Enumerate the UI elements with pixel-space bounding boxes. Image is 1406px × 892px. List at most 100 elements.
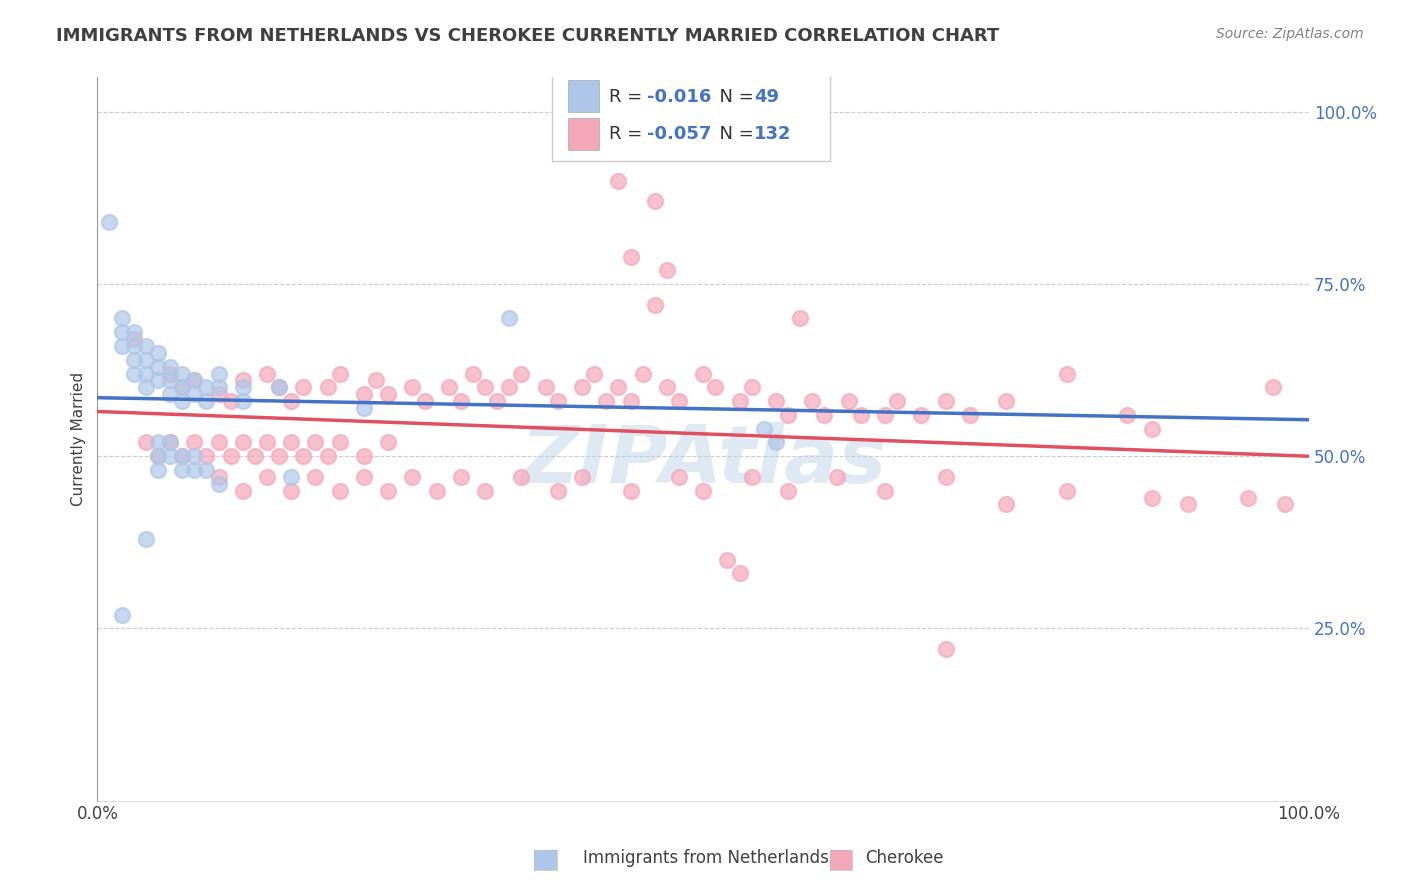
Point [110,339,132,353]
Point [995,394,1018,409]
Text: Source: ZipAtlas.com: Source: ZipAtlas.com [1216,27,1364,41]
Point [353,449,375,463]
Point [172,367,194,381]
Point [571,470,593,484]
Point [619,250,641,264]
Point [122,326,145,340]
Point [159,374,181,388]
Point [329,367,352,381]
Point [995,498,1018,512]
Point [122,352,145,367]
Point [583,367,606,381]
Point [1274,498,1296,512]
Point [243,449,266,463]
Point [401,380,423,394]
Point [183,374,205,388]
Point [280,435,302,450]
Point [825,470,848,484]
Text: Immigrants from Netherlands: Immigrants from Netherlands [583,849,830,867]
Point [935,470,957,484]
Point [232,394,254,409]
Point [752,422,775,436]
Point [207,476,229,491]
Point [122,339,145,353]
Point [232,435,254,450]
Point [619,394,641,409]
Point [172,380,194,394]
Point [183,374,205,388]
FancyBboxPatch shape [568,80,599,112]
Point [256,435,278,450]
Point [631,367,654,381]
Point [159,435,181,450]
Point [461,367,484,381]
Point [607,174,630,188]
Point [534,380,557,394]
Point [1056,367,1078,381]
Point [886,394,908,409]
Point [474,483,496,498]
Point [183,449,205,463]
Point [159,435,181,450]
Point [159,359,181,374]
Point [353,401,375,415]
Point [232,380,254,394]
Y-axis label: Currently Married: Currently Married [72,372,86,506]
Point [873,483,896,498]
Point [364,374,387,388]
Point [644,194,666,209]
Point [316,380,339,394]
Point [280,483,302,498]
Point [353,387,375,401]
Point [644,298,666,312]
Point [304,435,326,450]
Text: N =: N = [709,88,759,106]
Point [704,380,727,394]
Text: N =: N = [709,125,759,143]
Point [122,367,145,381]
Point [765,435,787,450]
Point [219,394,242,409]
Point [207,380,229,394]
Text: 132: 132 [754,125,792,143]
Point [692,367,714,381]
Point [146,359,169,374]
Point [135,380,157,394]
Point [146,449,169,463]
Point [316,449,339,463]
Point [716,552,738,566]
Point [413,394,436,409]
Point [765,394,787,409]
Point [329,435,352,450]
Point [377,387,399,401]
Point [135,339,157,353]
Point [668,470,690,484]
Point [135,532,157,546]
Point [146,435,169,450]
Point [692,483,714,498]
Point [146,449,169,463]
Point [450,394,472,409]
Point [1056,483,1078,498]
Point [110,326,132,340]
Point [1140,422,1163,436]
Point [741,470,763,484]
Point [135,367,157,381]
Text: -0.016: -0.016 [648,88,711,106]
Point [159,387,181,401]
Text: Cherokee: Cherokee [865,849,943,867]
Point [172,380,194,394]
Point [474,380,496,394]
Point [377,435,399,450]
Point [280,470,302,484]
Point [183,463,205,477]
Text: R =: R = [609,125,648,143]
Point [437,380,460,394]
Point [269,449,291,463]
Point [183,387,205,401]
Point [110,311,132,326]
Text: 49: 49 [754,88,779,106]
Point [172,449,194,463]
Point [146,374,169,388]
Point [195,449,218,463]
